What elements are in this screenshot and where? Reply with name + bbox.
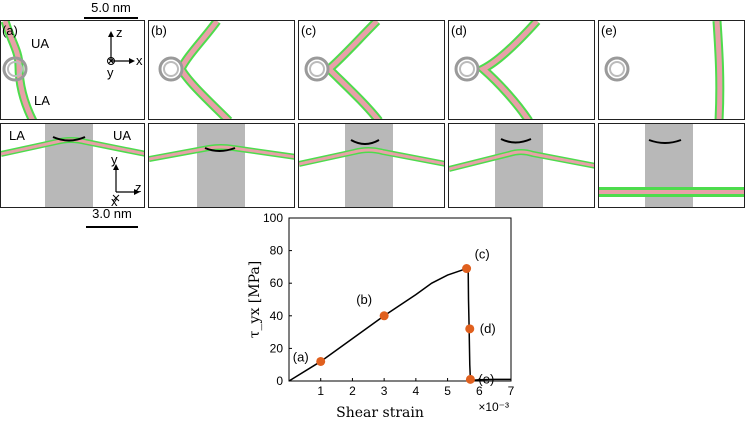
axis-y-top: y bbox=[107, 65, 114, 80]
bottom-panel-d bbox=[448, 123, 595, 208]
data-point-label-e: (e) bbox=[478, 371, 494, 386]
top-scale-label: 5.0 nm bbox=[91, 0, 131, 15]
panel-label-d: (d) bbox=[451, 23, 467, 38]
x-tick-label: 2 bbox=[349, 384, 356, 398]
data-point-label-c: (c) bbox=[475, 247, 490, 262]
bottom-panel-e bbox=[598, 123, 745, 208]
chart-frame bbox=[288, 217, 512, 382]
y-tick-label: 80 bbox=[270, 244, 284, 258]
data-point-d bbox=[465, 324, 475, 334]
panel-label-e: (e) bbox=[601, 23, 617, 38]
top-panel-b: (b) bbox=[148, 20, 295, 120]
la-label: LA bbox=[34, 93, 50, 108]
panel-b-top-image bbox=[158, 21, 233, 119]
top-axes-glyph bbox=[107, 31, 135, 65]
bottom-panel-c bbox=[298, 123, 445, 208]
y-tick-label: 100 bbox=[263, 211, 283, 225]
panel-d-bottom-image bbox=[449, 124, 594, 207]
data-point-c bbox=[462, 264, 472, 274]
x-tick-label: 1 bbox=[317, 384, 324, 398]
panel-b-bottom-image bbox=[149, 124, 294, 207]
panel-c-top-image bbox=[304, 21, 383, 119]
bottom-scale-label: 3.0 nm bbox=[92, 206, 132, 221]
data-point-b bbox=[379, 311, 389, 321]
panel-label-c: (c) bbox=[301, 23, 317, 38]
axis-z-top: z bbox=[116, 25, 123, 40]
axis-z-bottom: z bbox=[135, 180, 142, 195]
bottom-panel-b bbox=[148, 123, 295, 208]
panel-c-bottom-image bbox=[299, 124, 444, 207]
x-multiplier-label: ×10⁻³ bbox=[478, 400, 509, 414]
x-tick-label: 5 bbox=[444, 384, 451, 398]
data-point-label-a: (a) bbox=[293, 349, 309, 364]
y-tick-label: 40 bbox=[270, 309, 284, 323]
panel-d-top-image bbox=[454, 21, 541, 119]
axis-x-bottom: x bbox=[111, 194, 118, 208]
axis-y-bottom: y bbox=[111, 152, 118, 167]
y-tick-label: 60 bbox=[270, 276, 284, 290]
top-scale-bar bbox=[84, 17, 138, 19]
y-tick-label: 20 bbox=[270, 341, 284, 355]
ua-label-bottom: UA bbox=[113, 128, 132, 143]
x-tick-label: 7 bbox=[508, 384, 515, 398]
la-label-bottom: LA bbox=[9, 128, 25, 143]
bottom-panel-a: LA UA y z x bbox=[0, 123, 145, 208]
top-panel-a: (a) UA LA z x y bbox=[0, 20, 145, 120]
bottom-scale-bar bbox=[86, 226, 138, 228]
top-panel-e: (e) bbox=[598, 20, 745, 120]
panel-label-b: (b) bbox=[151, 23, 167, 38]
axis-x-top: x bbox=[136, 53, 143, 68]
x-tick-label: 6 bbox=[476, 384, 483, 398]
panel-a-top-image bbox=[1, 21, 38, 119]
top-panel-c: (c) bbox=[298, 20, 445, 120]
panel-a-bottom-image bbox=[1, 124, 144, 207]
ua-label: UA bbox=[31, 36, 50, 51]
top-panel-d: (d) bbox=[448, 20, 595, 120]
data-point-a bbox=[316, 356, 326, 366]
x-axis-label: Shear strain bbox=[336, 405, 424, 421]
data-point-e bbox=[465, 374, 475, 384]
y-tick-label: 0 bbox=[276, 374, 283, 388]
x-tick-label: 3 bbox=[381, 384, 388, 398]
panel-label-a: (a) bbox=[2, 23, 18, 38]
data-point-label-b: (b) bbox=[356, 292, 372, 307]
panel-e-top-image bbox=[604, 21, 725, 119]
panel-e-bottom-image bbox=[599, 124, 744, 207]
data-point-label-d: (d) bbox=[480, 321, 496, 336]
x-tick-label: 4 bbox=[413, 384, 420, 398]
y-axis-label: τ_yx [MPa] bbox=[247, 261, 263, 338]
